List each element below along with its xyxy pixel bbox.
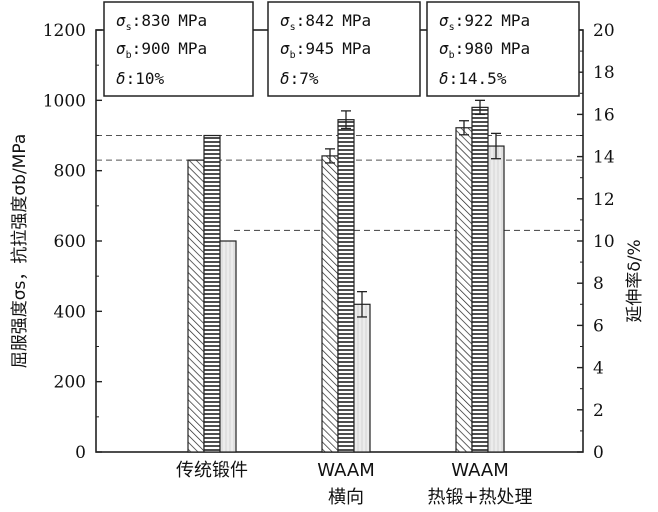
- unit: MPa: [342, 11, 371, 30]
- category-label: WAAM: [451, 460, 508, 481]
- separator: :: [290, 69, 300, 88]
- left-axis-tick-label: 1000: [43, 91, 86, 111]
- value: 980: [464, 39, 493, 58]
- separator: :: [449, 69, 459, 88]
- annotation-sigma_s: σs:830 MPa: [116, 11, 207, 33]
- bar-elong: [353, 303, 371, 453]
- category-label: 横向: [328, 487, 364, 508]
- subscript: s: [449, 22, 455, 33]
- unit: MPa: [501, 39, 530, 58]
- subscript: b: [290, 50, 296, 61]
- separator: :: [132, 39, 142, 58]
- right-axis-tick-label: 6: [593, 316, 604, 336]
- symbol: σ: [439, 11, 449, 30]
- category-label: 传统锻件: [176, 460, 248, 481]
- symbol: σ: [116, 39, 126, 58]
- left-axis-tick-label: 800: [54, 162, 86, 182]
- separator: :: [296, 39, 306, 58]
- right-axis-tick-label: 8: [593, 274, 604, 294]
- separator: :: [132, 11, 142, 30]
- symbol: σ: [116, 11, 126, 30]
- unit: MPa: [501, 11, 530, 30]
- right-axis-tick-label: 20: [593, 21, 615, 41]
- symbol: σ: [439, 39, 449, 58]
- annotation-delta: δ:7%: [280, 69, 319, 88]
- annotation-sigma_b: σb:980 MPa: [439, 39, 530, 61]
- value: 842: [305, 11, 334, 30]
- value: 922: [464, 11, 493, 30]
- subscript: b: [449, 50, 455, 61]
- symbol: σ: [280, 39, 290, 58]
- separator: :: [455, 11, 465, 30]
- right-axis-label: 延伸率δ/%: [625, 239, 645, 322]
- annotation-box-frame: [103, 1, 254, 97]
- unit: MPa: [342, 39, 371, 58]
- subscript: s: [126, 22, 132, 33]
- separator: :: [126, 69, 136, 88]
- value: 14.5%: [458, 69, 507, 88]
- unit: MPa: [178, 39, 207, 58]
- annotation-box-frame: [426, 1, 580, 97]
- value: 830: [141, 11, 170, 30]
- subscript: s: [290, 22, 296, 33]
- annotation-delta: δ:10%: [116, 69, 165, 88]
- left-axis-tick-label: 200: [54, 373, 86, 393]
- category-label: 热锻+热处理: [427, 487, 532, 508]
- left-axis-tick-label: 400: [54, 302, 86, 322]
- annotation-delta: δ:14.5%: [439, 69, 507, 88]
- right-axis-tick-label: 16: [593, 105, 615, 125]
- left-axis-tick-label: 600: [54, 232, 86, 252]
- right-axis-tick-label: 12: [593, 190, 615, 210]
- category-label: WAAM: [317, 460, 374, 481]
- right-axis-tick-label: 14: [593, 148, 615, 168]
- value: 900: [141, 39, 170, 58]
- annotation-box-frame: [267, 1, 421, 97]
- separator: :: [296, 11, 306, 30]
- bar-uts: [203, 134, 221, 453]
- left-axis-label: 屈服强度σs，抗拉强度σb/MPa: [10, 134, 30, 369]
- bar-ys: [187, 159, 205, 453]
- left-axis-tick-label: 0: [75, 443, 86, 463]
- right-axis-tick-label: 2: [593, 401, 604, 421]
- left-axis-tick-label: 1200: [43, 21, 86, 41]
- value: 10%: [135, 69, 164, 88]
- annotation-sigma_b: σb:900 MPa: [116, 39, 207, 61]
- symbol: δ: [439, 69, 449, 88]
- right-axis-tick-label: 18: [593, 63, 615, 83]
- annotation-sigma_s: σs:922 MPa: [439, 11, 530, 33]
- bar-elong: [487, 145, 505, 453]
- bar-ys: [455, 127, 473, 453]
- value: 7%: [299, 69, 319, 88]
- subscript: b: [126, 50, 132, 61]
- annotation-sigma_b: σb:945 MPa: [280, 39, 371, 61]
- bar-ys: [321, 155, 339, 453]
- right-axis-tick-label: 0: [593, 443, 604, 463]
- bar-uts: [337, 119, 355, 453]
- annotation-sigma_s: σs:842 MPa: [280, 11, 371, 33]
- bar-elong: [219, 240, 237, 453]
- right-axis-tick-label: 4: [593, 359, 604, 379]
- bar-uts: [471, 106, 489, 453]
- separator: :: [455, 39, 465, 58]
- unit: MPa: [178, 11, 207, 30]
- symbol: δ: [280, 69, 290, 88]
- right-axis-tick-label: 10: [593, 232, 615, 252]
- symbol: δ: [116, 69, 126, 88]
- symbol: σ: [280, 11, 290, 30]
- value: 945: [305, 39, 334, 58]
